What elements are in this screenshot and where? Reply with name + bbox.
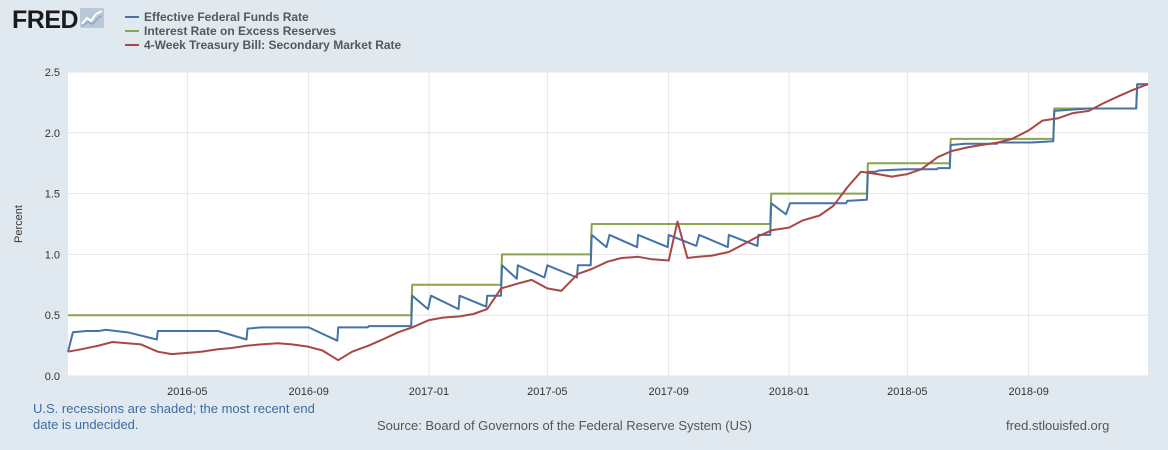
source-text: Source: Board of Governors of the Federa… — [377, 418, 752, 433]
series-line-effr — [67, 83, 1148, 352]
grid-lines — [68, 71, 1148, 377]
y-tick-label: 0.5 — [45, 310, 60, 322]
source-url-link[interactable]: fred.stlouisfed.org — [1006, 418, 1110, 433]
y-tick-label: 1.5 — [45, 189, 60, 201]
y-tick-label: 0.0 — [45, 371, 60, 383]
legend-swatch — [125, 30, 139, 32]
recession-note: U.S. recessions are shaded; the most rec… — [33, 401, 315, 432]
legend-label: Effective Federal Funds Rate — [144, 10, 309, 24]
chart-area: 0.0 0.5 1.0 1.5 2.0 2.5 2016-05 2016-09 2017-01… — [0, 60, 1168, 400]
x-tick-label: 2017-01 — [409, 386, 449, 398]
legend-label: Interest Rate on Excess Reserves — [144, 24, 337, 38]
x-axis-ticks: 2016-05 2016-09 2017-01 2017-05 2017-09 2018-… — [167, 386, 1049, 398]
y-axis-label: Percent — [13, 205, 25, 243]
line-chart-icon — [80, 8, 105, 33]
legend-item-tbill[interactable]: 4-Week Treasury Bill: Secondary Market R… — [125, 38, 401, 52]
line-chart: 0.0 0.5 1.0 1.5 2.0 2.5 2016-05 2016-09 2017-01… — [13, 67, 1149, 398]
x-tick-label: 2018-09 — [1008, 386, 1048, 398]
y-axis-ticks: 0.0 0.5 1.0 1.5 2.0 2.5 — [45, 67, 60, 383]
x-tick-label: 2018-01 — [769, 386, 809, 398]
logo-text: FRED — [12, 6, 79, 34]
legend-item-ioer[interactable]: Interest Rate on Excess Reserves — [125, 24, 401, 38]
series-line-ioer — [68, 83, 1148, 317]
chart-legend: Effective Federal Funds Rate Interest Ra… — [125, 10, 401, 52]
chart-header: FRED Effective Federal Funds Rate Intere… — [0, 0, 1168, 60]
fred-logo[interactable]: FRED — [12, 6, 105, 34]
y-tick-label: 1.0 — [45, 249, 60, 261]
legend-swatch — [125, 44, 139, 46]
x-tick-label: 2016-05 — [167, 386, 207, 398]
x-tick-label: 2018-05 — [887, 386, 927, 398]
x-tick-label: 2017-05 — [527, 386, 567, 398]
legend-item-effr[interactable]: Effective Federal Funds Rate — [125, 10, 401, 24]
series-line-tbill — [67, 83, 1149, 362]
y-tick-label: 2.0 — [45, 128, 60, 140]
legend-swatch — [125, 16, 139, 18]
y-tick-label: 2.5 — [45, 67, 60, 79]
x-tick-label: 2016-09 — [288, 386, 328, 398]
series-lines — [67, 83, 1149, 362]
legend-label: 4-Week Treasury Bill: Secondary Market R… — [144, 38, 402, 52]
x-tick-label: 2017-09 — [648, 386, 688, 398]
